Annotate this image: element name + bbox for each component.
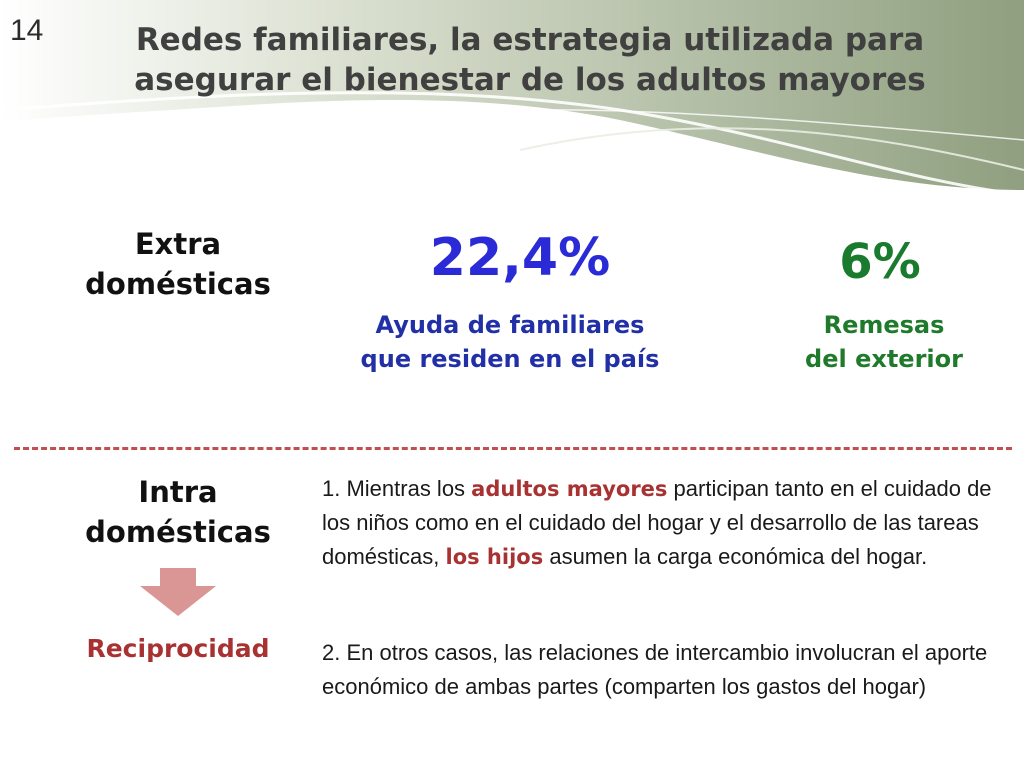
intra-label-line-1: Intra bbox=[138, 475, 218, 509]
slide-title-line-1: Redes familiares, la estrategia utilizad… bbox=[135, 22, 925, 58]
paragraph-shared-expenses: 2. En otros casos, las relaciones de int… bbox=[322, 640, 988, 699]
extra-domestic-label: Extra domésticas bbox=[38, 224, 318, 304]
para1-text-1: 1. Mientras los bbox=[322, 476, 472, 501]
para1-highlight-older-adults: adultos mayores bbox=[471, 477, 668, 501]
extra-label-line-1: Extra bbox=[134, 227, 222, 261]
intra-domestic-label: Intra domésticas bbox=[38, 472, 318, 552]
slide-number: 14 bbox=[10, 14, 44, 47]
header-wave-background bbox=[0, 0, 1024, 197]
stat-family-help-desc-line-1: Ayuda de familiares bbox=[375, 311, 645, 339]
reciprocity-label: Reciprocidad bbox=[86, 634, 270, 663]
slide-title-line-2: asegurar el bienestar de los adultos may… bbox=[134, 62, 926, 98]
down-arrow-icon bbox=[140, 568, 216, 616]
section-divider bbox=[14, 447, 1012, 450]
stat-family-help-description: Ayuda de familiares que residen en el pa… bbox=[310, 308, 710, 376]
extra-label-line-2: domésticas bbox=[85, 267, 271, 301]
para1-highlight-children: los hijos bbox=[445, 545, 544, 569]
stat-remittances-desc-line-1: Remesas bbox=[823, 311, 945, 339]
slide-title: Redes familiares, la estrategia utilizad… bbox=[60, 20, 1000, 100]
stat-remittances-desc-line-2: del exterior bbox=[805, 345, 963, 373]
paragraph-older-adults-care: 1. Mientras los adultos mayores particip… bbox=[322, 472, 1012, 574]
stat-family-help-value: 22,4% bbox=[429, 228, 611, 288]
para1-text-3: asumen la carga económica del hogar. bbox=[543, 544, 928, 569]
para1-text-2: participan tanto en el cuidado de los ni… bbox=[322, 476, 992, 569]
intra-label-line-2: domésticas bbox=[85, 515, 271, 549]
stat-family-help-desc-line-2: que residen en el país bbox=[360, 345, 660, 373]
stat-remittances-description: Remesas del exterior bbox=[760, 308, 1008, 376]
stat-remittances-value: 6% bbox=[839, 234, 921, 290]
